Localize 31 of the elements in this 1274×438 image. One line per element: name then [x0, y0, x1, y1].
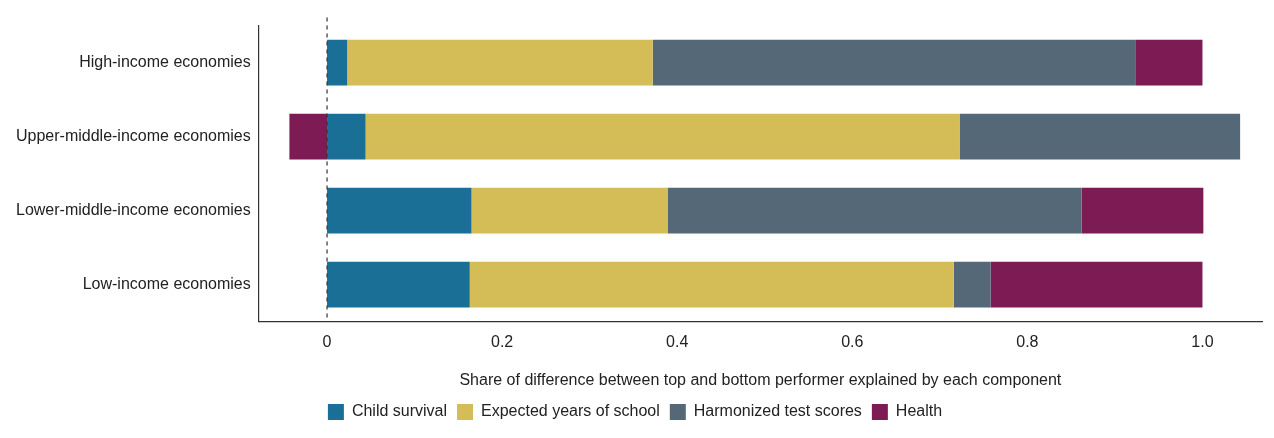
bar [667, 187, 1082, 234]
bar [652, 39, 1136, 86]
y-tick-label: High-income economies [79, 53, 251, 71]
legend-label: Health [895, 402, 943, 420]
bar [471, 187, 668, 234]
x-tick-label: 0.4 [666, 332, 689, 350]
bar [1081, 187, 1204, 234]
y-tick-label: Upper-middle-income economies [16, 127, 251, 145]
x-tick-label: 1.0 [1191, 332, 1214, 350]
bar [327, 187, 472, 234]
x-tick-label: 0.2 [491, 332, 514, 350]
bar [327, 113, 366, 160]
bar [990, 261, 1203, 308]
bar [327, 261, 470, 308]
legend-label: Harmonized test scores [693, 402, 862, 420]
x-tick-label: 0.6 [841, 332, 864, 350]
legend-label: Child survival [351, 402, 448, 420]
legend-label: Expected years of school [481, 402, 660, 420]
y-tick-label: Low-income economies [82, 275, 251, 293]
bar [365, 113, 960, 160]
bar [347, 39, 653, 86]
bar [289, 113, 328, 160]
x-tick-label: 0.8 [1016, 332, 1039, 350]
bar [953, 261, 991, 308]
y-tick-label: Lower-middle-income economies [16, 201, 251, 219]
bar [327, 39, 348, 86]
bar [469, 261, 954, 308]
bar [959, 113, 1241, 160]
bar [1135, 39, 1203, 86]
x-tick-label: 0 [322, 332, 332, 350]
x-axis-title: Share of difference between top and bottom performer explained by each component [459, 370, 1062, 388]
